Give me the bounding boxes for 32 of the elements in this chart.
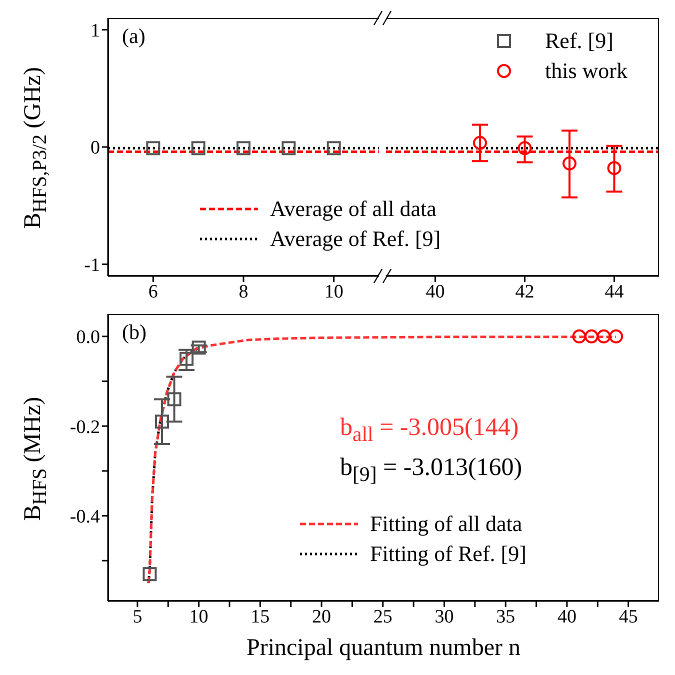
x-tick-label: 15 [250, 606, 270, 628]
y-tick-label: -0.2 [70, 416, 100, 438]
x-tick-label: 42 [515, 281, 534, 302]
x-tick-label: 20 [312, 606, 332, 628]
x-tick-label: 10 [324, 281, 344, 302]
x-tick-label: 30 [434, 606, 454, 628]
x-tick-label: 45 [618, 606, 638, 628]
x-tick-label: 8 [238, 281, 248, 302]
legend-label: Fitting of Ref. [9] [370, 541, 526, 567]
legend-label: this work [545, 58, 628, 84]
annotation: b$_{all}$ = -3.005(144) [340, 414, 519, 447]
legend-label: Average of Ref. [9] [270, 226, 441, 252]
x-axis-title: Principal quantum number n [246, 635, 522, 662]
x-tick-label: 10 [189, 606, 208, 628]
x-tick-label: 35 [496, 606, 516, 628]
y-tick-label: 0 [90, 138, 100, 159]
y-tick-label: -1 [84, 255, 100, 276]
x-tick-label: 5 [132, 606, 142, 628]
annotation: b$_{[9]}$ = -3.013(160) [340, 454, 522, 487]
legend-label: Average of all data [270, 196, 436, 222]
x-tick-label: 40 [557, 606, 576, 628]
annotation: (a) [122, 24, 146, 49]
y-tick-label: 1 [90, 20, 100, 42]
y-tick-label: 0.0 [76, 327, 100, 348]
y-tick-label: -0.4 [70, 506, 100, 528]
x-tick-label: 40 [426, 281, 445, 302]
x-tick-label: 25 [373, 606, 392, 628]
annotation: (b) [122, 320, 146, 345]
legend-label: Ref. [9] [545, 28, 614, 54]
x-tick-label: 6 [148, 281, 158, 302]
x-tick-label: 44 [604, 281, 624, 302]
legend-label: Fitting of all data [370, 511, 522, 537]
